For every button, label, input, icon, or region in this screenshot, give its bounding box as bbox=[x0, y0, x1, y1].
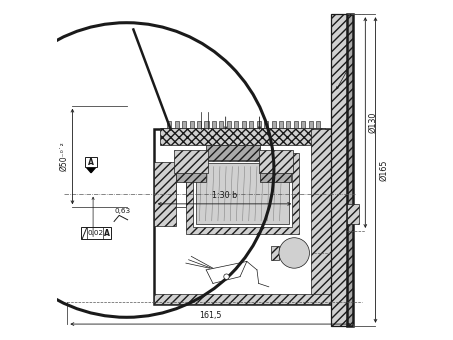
Bar bbox=[196, 163, 289, 224]
Bar bbox=[219, 121, 223, 128]
Text: A: A bbox=[104, 229, 110, 238]
Bar bbox=[212, 121, 216, 128]
Bar bbox=[264, 121, 268, 128]
Bar bbox=[249, 121, 253, 128]
Bar bbox=[242, 121, 246, 128]
Bar bbox=[175, 121, 179, 128]
Bar bbox=[347, 14, 353, 326]
Bar bbox=[154, 129, 332, 304]
Bar bbox=[85, 157, 97, 167]
Bar bbox=[176, 180, 186, 207]
Bar bbox=[197, 121, 201, 128]
Bar bbox=[154, 162, 176, 226]
Bar bbox=[347, 204, 359, 224]
Bar bbox=[332, 14, 347, 326]
Text: 1:30 b: 1:30 b bbox=[212, 191, 237, 200]
Bar bbox=[286, 121, 290, 128]
Text: 161,5: 161,5 bbox=[199, 311, 222, 320]
Bar bbox=[259, 150, 293, 173]
Bar bbox=[81, 227, 111, 239]
Circle shape bbox=[279, 238, 309, 268]
Bar bbox=[270, 246, 279, 260]
Bar bbox=[227, 121, 231, 128]
Text: 0,63: 0,63 bbox=[115, 208, 130, 214]
Text: Ø130: Ø130 bbox=[369, 112, 378, 133]
Bar bbox=[234, 121, 238, 128]
Bar bbox=[160, 128, 325, 144]
Text: Ø165: Ø165 bbox=[379, 159, 388, 181]
Polygon shape bbox=[87, 167, 96, 173]
Bar bbox=[186, 153, 299, 234]
Bar bbox=[271, 121, 275, 128]
Text: A: A bbox=[88, 158, 94, 167]
Bar bbox=[176, 153, 206, 182]
Circle shape bbox=[224, 274, 229, 279]
Bar bbox=[309, 121, 313, 128]
Bar bbox=[167, 121, 171, 128]
Bar bbox=[206, 144, 260, 160]
Bar bbox=[294, 121, 298, 128]
Bar bbox=[193, 160, 292, 227]
Text: Ø50⁻⁰˙²: Ø50⁻⁰˙² bbox=[59, 141, 68, 171]
Bar bbox=[279, 121, 283, 128]
Bar bbox=[190, 121, 193, 128]
Bar bbox=[182, 121, 186, 128]
Bar bbox=[154, 294, 332, 304]
Bar bbox=[174, 150, 208, 173]
Bar bbox=[257, 121, 260, 128]
Bar bbox=[311, 129, 332, 304]
Bar bbox=[301, 121, 305, 128]
Text: 0.02: 0.02 bbox=[87, 230, 103, 236]
Bar bbox=[204, 121, 208, 128]
Bar bbox=[260, 153, 291, 182]
Bar bbox=[316, 121, 320, 128]
